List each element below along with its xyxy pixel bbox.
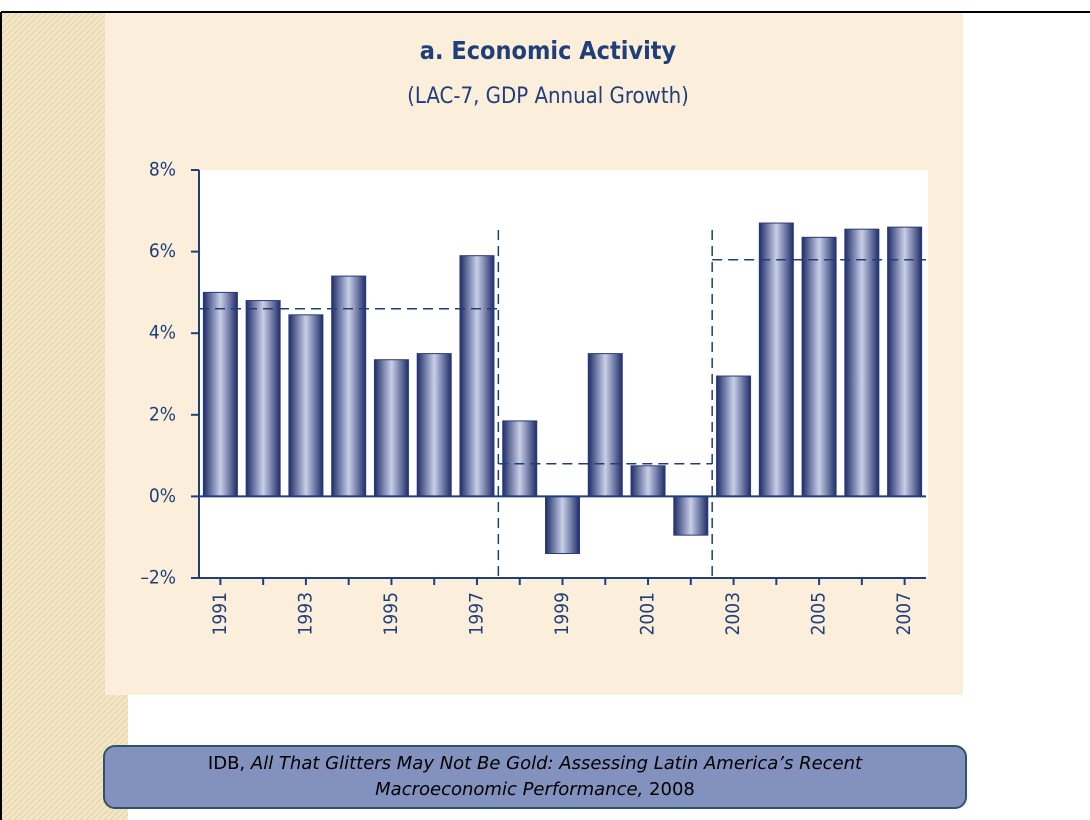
bar xyxy=(288,314,324,497)
bar xyxy=(716,375,752,497)
bar xyxy=(202,291,238,497)
bar xyxy=(545,495,580,555)
x-tick-label: 1995 xyxy=(380,592,402,636)
x-tick-label: 2001 xyxy=(637,592,659,636)
bar xyxy=(502,420,538,497)
caption-work: All That Glitters May Not Be Gold: Asses… xyxy=(250,753,863,800)
x-tick-label: 2007 xyxy=(893,592,915,636)
caption-text: IDB, All That Glitters May Not Be Gold: … xyxy=(145,751,925,803)
y-tick-label: 6% xyxy=(149,240,176,262)
x-tick-label: 2003 xyxy=(722,592,744,636)
x-tick-label: 1993 xyxy=(294,592,316,636)
bar xyxy=(587,353,623,497)
x-tick-label: 1997 xyxy=(465,592,487,636)
x-tick-label: 1991 xyxy=(209,592,231,636)
chart-title: a. Economic Activity xyxy=(420,36,677,65)
caption: IDB, All That Glitters May Not Be Gold: … xyxy=(103,745,967,809)
caption-year: 2008 xyxy=(649,779,695,800)
y-tick-label: –2% xyxy=(140,567,176,589)
y-tick-label: 8% xyxy=(149,159,176,181)
bar xyxy=(373,359,409,497)
x-tick-label: 1999 xyxy=(551,592,573,636)
plot: –2% 0% 2% 4% 6% 8% 1991 1993 1995 1997 1999 2001 200… xyxy=(140,159,926,636)
bar xyxy=(245,300,281,497)
chart-subtitle: (LAC-7, GDP Annual Growth) xyxy=(407,84,689,109)
bar xyxy=(416,353,452,497)
y-tick-label: 2% xyxy=(149,403,176,425)
bar xyxy=(459,255,495,497)
y-tick-label: 0% xyxy=(149,485,176,507)
y-tick-label: 4% xyxy=(149,322,176,344)
bar xyxy=(630,465,666,497)
bar xyxy=(673,495,709,536)
x-tick-label: 2005 xyxy=(808,592,830,636)
caption-author: IDB, xyxy=(207,753,246,774)
bar xyxy=(801,236,837,497)
bar xyxy=(844,228,880,497)
bar xyxy=(887,226,923,497)
bar xyxy=(758,222,794,497)
